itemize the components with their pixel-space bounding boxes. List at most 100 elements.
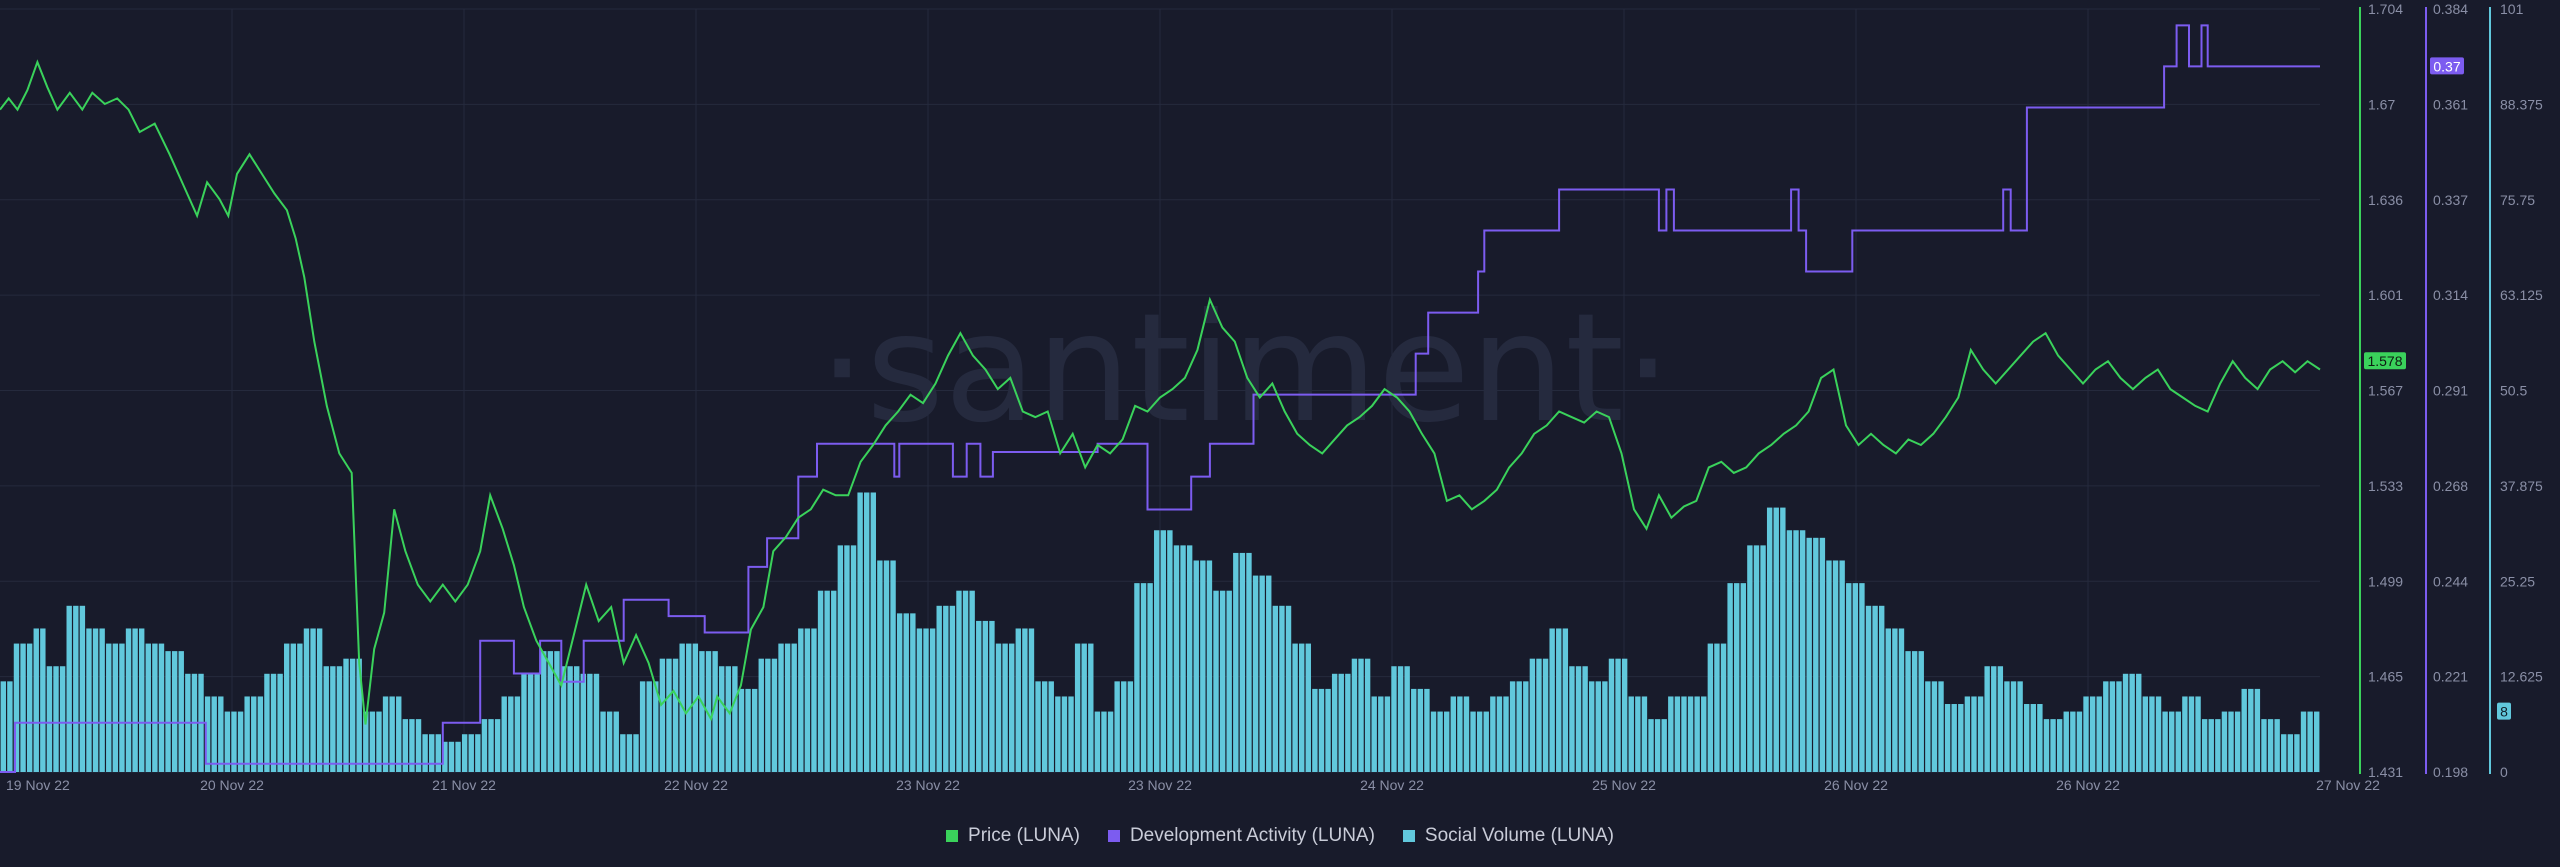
social-volume-bar	[2043, 719, 2050, 772]
social-volume-bar	[1325, 688, 1331, 772]
legend-item-dev[interactable]: Development Activity (LUNA)	[1107, 825, 1375, 847]
social-volume-bar	[119, 643, 125, 772]
social-volume-bar	[376, 711, 382, 772]
social-current-badge	[2497, 702, 2511, 720]
social-volume-bar	[883, 560, 890, 772]
social-volume-bar	[1674, 696, 1681, 772]
social-volume-bar	[534, 673, 540, 772]
social-tick-label: 50.5	[2500, 383, 2527, 399]
legend-swatch-dev	[1107, 830, 1120, 842]
social-volume-bar	[1061, 696, 1068, 772]
price-tick-label: 1.431	[2368, 764, 2403, 780]
social-volume-bar	[2248, 688, 2254, 772]
social-volume-bar	[2050, 719, 2056, 772]
social-volume-bar	[1727, 583, 1733, 772]
social-volume-bar	[1259, 575, 1265, 772]
social-tick-label: 0	[2500, 764, 2508, 780]
price-current-value: 1.578	[2367, 353, 2402, 369]
social-volume-bar	[2017, 681, 2023, 772]
social-volume-bar	[270, 673, 277, 772]
social-volume-bar	[1246, 552, 1252, 772]
price-tick-label: 1.465	[2368, 669, 2403, 685]
social-volume-bar	[2208, 719, 2214, 772]
x-tick-label: 26 Nov 22	[2056, 777, 2120, 793]
social-volume-bar	[1299, 643, 1305, 772]
social-volume-bar	[593, 673, 600, 772]
social-volume-bar	[1885, 628, 1891, 772]
x-tick-label: 22 Nov 22	[664, 777, 728, 793]
social-volume-bar	[2228, 711, 2234, 772]
social-volume-bar	[1470, 711, 1476, 772]
social-volume-bar	[1312, 688, 1318, 772]
social-volume-bar	[26, 643, 33, 772]
social-volume-bar	[382, 696, 389, 772]
social-volume-bar	[2076, 711, 2083, 772]
social-volume-bar	[488, 719, 494, 772]
social-volume-bar	[2004, 681, 2010, 772]
social-volume-bar	[356, 658, 362, 772]
social-volume-bar	[1068, 696, 1074, 772]
social-volume-bar	[1694, 696, 1700, 772]
social-volume-bar	[864, 492, 870, 772]
social-volume-bar	[139, 628, 145, 772]
social-volume-bar	[923, 628, 929, 772]
social-volume-bar	[435, 734, 441, 772]
social-volume-bar	[811, 628, 817, 772]
social-volume-bar	[1648, 719, 1654, 772]
social-volume-bar	[844, 545, 850, 772]
social-volume-bar	[798, 628, 804, 772]
social-volume-bar	[653, 681, 659, 772]
dev-tick-label: 0.384	[2433, 1, 2468, 17]
price-tick-label: 1.499	[2368, 573, 2403, 589]
social-volume-bar	[264, 673, 270, 772]
social-volume-bar	[1793, 530, 1799, 772]
social-volume-bar	[1852, 583, 1859, 772]
social-volume-bar	[53, 666, 59, 772]
social-volume-bar	[1022, 628, 1028, 772]
social-volume-bar	[758, 658, 764, 772]
social-volume-bar	[1200, 560, 1206, 772]
x-tick-label: 23 Nov 22	[896, 777, 960, 793]
social-volume-bar	[1134, 583, 1140, 772]
social-volume-bar	[2083, 696, 2089, 772]
price-tick-label: 1.567	[2368, 383, 2403, 399]
social-volume-bar	[824, 590, 830, 772]
legend-item-social[interactable]: Social Volume (LUNA)	[1402, 825, 1614, 847]
social-volume-bar	[850, 545, 857, 772]
social-volume-bar	[2162, 711, 2168, 772]
social-volume-bar	[521, 673, 527, 772]
dev-tick-label: 0.198	[2433, 764, 2468, 780]
social-volume-bar	[910, 613, 916, 772]
social-volume-bar	[969, 590, 975, 772]
social-volume-bar	[857, 492, 863, 772]
social-volume-bar	[527, 673, 534, 772]
social-volume-bar	[1536, 658, 1542, 772]
social-volume-bar	[705, 651, 712, 772]
social-volume-bar	[2294, 734, 2300, 772]
social-volume-bar	[719, 666, 725, 772]
social-volume-bar	[686, 643, 692, 772]
social-volume-bar	[1944, 704, 1951, 772]
social-volume-bar	[92, 628, 99, 772]
social-volume-bar	[1740, 583, 1746, 772]
social-volume-bar	[1252, 575, 1259, 772]
legend-item-price[interactable]: Price (LUNA)	[946, 825, 1080, 847]
social-volume-bar	[1318, 688, 1325, 772]
social-volume-bar	[896, 613, 903, 772]
social-volume-bar	[903, 613, 909, 772]
social-volume-bar	[1958, 704, 1964, 772]
social-volume-bar	[1121, 681, 1127, 772]
social-volume-bar	[86, 628, 92, 772]
social-volume-bar	[1859, 583, 1865, 772]
social-volume-bar	[929, 628, 936, 772]
social-volume-bar	[1266, 575, 1272, 772]
social-volume-bar	[1977, 696, 1984, 772]
x-tick-label: 19 Nov 22	[6, 777, 70, 793]
dev-tick-label: 0.337	[2433, 192, 2468, 208]
social-volume-bar	[2182, 696, 2188, 772]
social-volume-bar	[1780, 507, 1786, 772]
social-volume-bar	[1496, 696, 1503, 772]
social-volume-bar	[1589, 681, 1595, 772]
social-volume-bar	[2254, 688, 2261, 772]
social-volume-bar	[33, 628, 39, 772]
